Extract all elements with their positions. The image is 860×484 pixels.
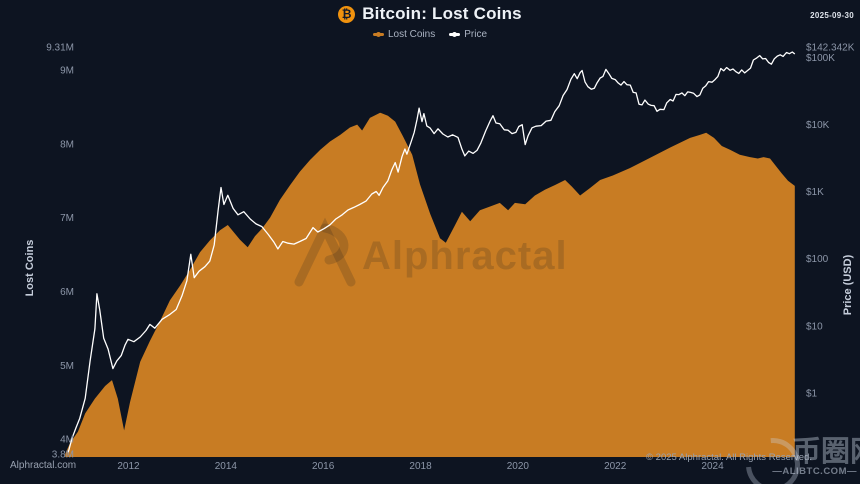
alphractal-logo-icon	[320, 223, 349, 265]
watermark-brand-text: Alphractal	[362, 234, 568, 278]
right-axis-title: Price (USD)	[842, 254, 854, 316]
left-tick-label: 5M	[60, 361, 74, 372]
left-tick-label: 4M	[60, 435, 74, 446]
left-tick-label: 9.31M	[46, 43, 74, 54]
left-axis-title: Lost Coins	[24, 239, 36, 297]
legend-item-price[interactable]: Price	[449, 29, 487, 40]
right-tick-label: $100K	[806, 53, 835, 64]
x-tick-label: 2012	[117, 461, 140, 472]
left-tick-label: 3.8M	[52, 450, 74, 461]
legend-label-lost-coins: Lost Coins	[387, 29, 436, 40]
left-tick-label: 7M	[60, 213, 74, 224]
price-line	[67, 51, 796, 453]
cn-watermark-text: 币圈网	[792, 436, 860, 468]
x-tick-label: 2022	[604, 461, 627, 472]
x-tick-label: 2018	[409, 461, 432, 472]
x-tick-label: 2024	[701, 461, 724, 472]
x-tick-label: 2014	[215, 461, 238, 472]
footer-site-link[interactable]: Alphractal.com	[10, 460, 77, 471]
lost-coins-marker-icon	[372, 32, 384, 37]
watermark-site-text: —ALIBTC.COM—	[772, 466, 857, 477]
right-tick-label: $100	[806, 254, 829, 265]
price-marker-icon	[449, 32, 461, 37]
chart-legend: Lost Coins Price	[0, 29, 860, 40]
copyright-text: © 2025 Alphractal. All Rights Reserved.	[646, 452, 812, 463]
legend-item-lost-coins[interactable]: Lost Coins	[372, 29, 436, 40]
right-tick-label: $1K	[806, 187, 824, 198]
chart-date: 2025-09-30	[810, 11, 854, 20]
right-tick-label: $10K	[806, 120, 830, 131]
left-tick-label: 8M	[60, 139, 74, 150]
right-tick-label: $142.342K	[806, 43, 855, 54]
right-tick-label: $1	[806, 388, 818, 399]
right-tick-label: $10	[806, 321, 823, 332]
x-tick-label: 2016	[312, 461, 335, 472]
left-tick-label: 6M	[60, 287, 74, 298]
alphractal-watermark: Alphractal	[294, 217, 568, 287]
x-tick-label: 2020	[507, 461, 530, 472]
legend-label-price: Price	[464, 29, 488, 40]
left-tick-label: 9M	[60, 65, 74, 76]
lost-coins-area	[65, 112, 795, 457]
